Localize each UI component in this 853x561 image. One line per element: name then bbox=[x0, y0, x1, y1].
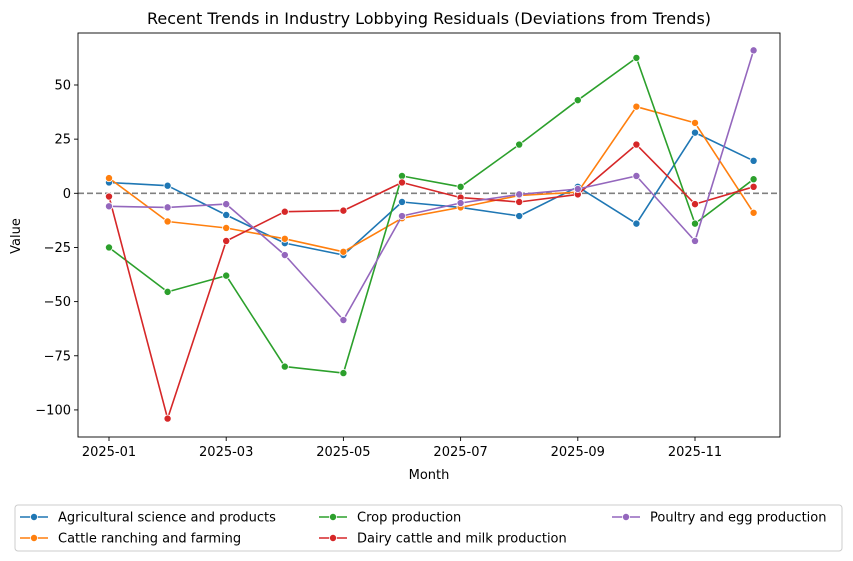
data-point bbox=[515, 197, 524, 206]
y-tick-label: 50 bbox=[54, 78, 71, 93]
series-line-0 bbox=[108, 131, 754, 256]
data-point bbox=[515, 140, 524, 149]
data-point bbox=[222, 223, 231, 232]
x-axis-label: Month bbox=[409, 468, 450, 483]
data-point bbox=[163, 181, 172, 190]
data-point bbox=[222, 210, 231, 219]
data-point bbox=[515, 190, 524, 199]
data-point bbox=[573, 184, 582, 193]
x-tick-label: 2025-09 bbox=[551, 445, 605, 460]
legend: Agricultural science and products Cattle … bbox=[14, 504, 843, 552]
y-tick-label: 25 bbox=[54, 133, 71, 148]
data-point bbox=[397, 197, 406, 206]
data-point bbox=[105, 243, 114, 252]
x-tick-label: 2025-01 bbox=[82, 445, 136, 460]
series-line-2 bbox=[108, 57, 755, 374]
data-point bbox=[749, 182, 758, 191]
data-point bbox=[397, 178, 406, 187]
data-point bbox=[280, 207, 289, 216]
plot-area: 50 25 0 −25 −50 −75 −100 2025-01 2025-03 2025-05 2… bbox=[35, 32, 781, 460]
data-point bbox=[749, 175, 758, 184]
data-point bbox=[632, 102, 641, 111]
x-tick-label: 2025-07 bbox=[433, 445, 487, 460]
data-point bbox=[163, 203, 172, 212]
legend-swatch-marker bbox=[328, 513, 337, 522]
data-point bbox=[339, 369, 348, 378]
legend-entry-label: Dairy cattle and milk production bbox=[357, 532, 567, 547]
data-point bbox=[691, 128, 700, 137]
data-point bbox=[456, 182, 465, 191]
legend-entry-label: Agricultural science and products bbox=[58, 511, 276, 526]
legend-swatch-marker bbox=[622, 513, 631, 522]
data-point bbox=[573, 96, 582, 105]
data-point bbox=[515, 212, 524, 221]
data-point bbox=[280, 362, 289, 371]
series-line-3 bbox=[108, 143, 754, 420]
data-point bbox=[163, 287, 172, 296]
data-point bbox=[280, 234, 289, 243]
plot-frame bbox=[77, 32, 781, 438]
data-point bbox=[222, 236, 231, 245]
legend-entry-label: Poultry and egg production bbox=[650, 511, 826, 526]
data-point bbox=[691, 236, 700, 245]
data-point bbox=[691, 200, 700, 209]
data-point bbox=[280, 251, 289, 260]
data-point bbox=[105, 174, 114, 183]
data-point bbox=[105, 192, 114, 201]
y-tick-label: −25 bbox=[44, 241, 71, 256]
data-point bbox=[691, 118, 700, 127]
series-line-4 bbox=[108, 50, 755, 321]
series-line-1 bbox=[108, 105, 755, 253]
data-point bbox=[749, 156, 758, 165]
y-tick-label: −75 bbox=[44, 349, 71, 364]
x-tick-label: 2025-11 bbox=[668, 445, 722, 460]
chart-title: Recent Trends in Industry Lobbying Resid… bbox=[147, 9, 711, 28]
data-point bbox=[749, 46, 758, 55]
data-point bbox=[339, 206, 348, 215]
data-point bbox=[632, 53, 641, 62]
data-point bbox=[163, 217, 172, 226]
legend-swatch-marker bbox=[29, 534, 38, 543]
data-point bbox=[222, 271, 231, 280]
data-point bbox=[397, 212, 406, 221]
x-tick-label: 2025-03 bbox=[199, 445, 253, 460]
legend-entry-label: Cattle ranching and farming bbox=[58, 532, 241, 547]
y-axis-label: Value bbox=[9, 218, 24, 254]
legend-entry-label: Crop production bbox=[357, 511, 461, 526]
data-point bbox=[632, 140, 641, 149]
data-point bbox=[105, 202, 114, 211]
data-point bbox=[691, 219, 700, 228]
data-point bbox=[456, 199, 465, 208]
y-tick-label: −100 bbox=[35, 403, 71, 418]
y-tick-label: −50 bbox=[44, 295, 71, 310]
data-point bbox=[163, 414, 172, 423]
data-point bbox=[222, 200, 231, 209]
data-point bbox=[339, 247, 348, 256]
data-point bbox=[632, 171, 641, 180]
legend-swatch-marker bbox=[328, 534, 337, 543]
x-tick-label: 2025-05 bbox=[316, 445, 370, 460]
y-tick-label: 0 bbox=[63, 187, 71, 202]
data-point bbox=[749, 208, 758, 217]
data-point bbox=[339, 316, 348, 325]
data-point bbox=[632, 219, 641, 228]
legend-swatch-marker bbox=[29, 513, 38, 522]
